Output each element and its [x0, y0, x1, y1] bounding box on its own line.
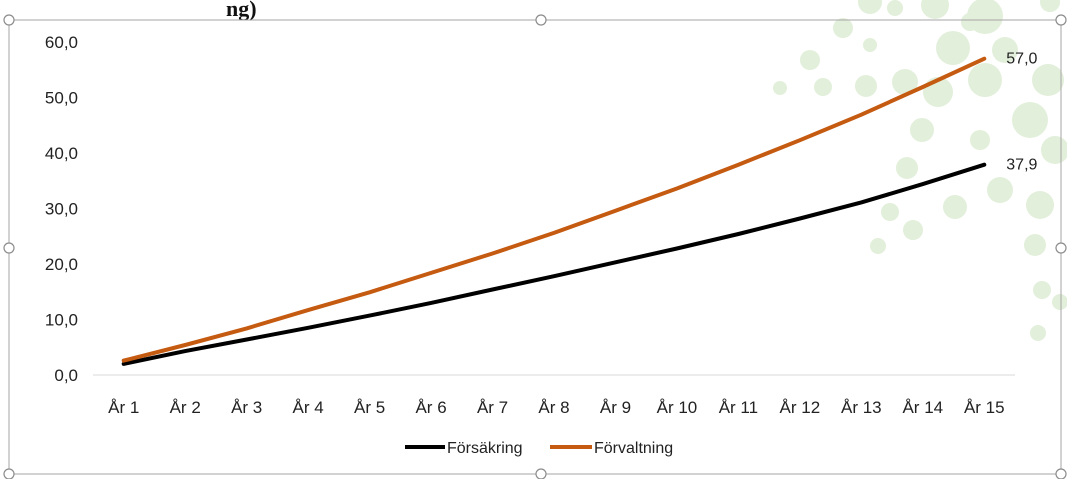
x-tick-label: År 3: [231, 398, 262, 417]
decor-dot: [992, 37, 1018, 63]
decor-dot: [1026, 191, 1054, 219]
decor-dot: [800, 50, 820, 70]
resize-handle[interactable]: [3, 242, 15, 254]
decor-dot: [910, 118, 934, 142]
x-tick-label: År 5: [354, 398, 385, 417]
x-tick-label: År 6: [415, 398, 446, 417]
decor-dot: [896, 157, 918, 179]
x-tick-label: År 4: [293, 398, 324, 417]
decorative-dots: [773, 0, 1067, 341]
y-tick-label: 0,0: [54, 366, 78, 385]
decor-dot: [1040, 0, 1060, 12]
y-tick-label: 10,0: [45, 311, 78, 330]
resize-handle[interactable]: [535, 14, 547, 26]
decor-dot: [814, 78, 832, 96]
decor-dot: [863, 38, 877, 52]
decor-dot: [1041, 136, 1067, 164]
chart-legend: Försäkring Förvaltning: [405, 440, 673, 457]
decor-dot: [987, 177, 1013, 203]
decor-dot: [773, 81, 787, 95]
x-tick-label: År 8: [538, 398, 569, 417]
x-tick-label: År 10: [657, 398, 698, 417]
decor-dot: [1012, 102, 1048, 138]
y-axis-ticks: 0,0 10,0 20,0 30,0 40,0 50,0 60,0: [45, 33, 78, 385]
x-tick-label: År 11: [719, 398, 758, 417]
x-tick-label: År 15: [964, 398, 1005, 417]
legend-label: Förvaltning: [594, 440, 673, 457]
x-tick-label: År 13: [841, 398, 882, 417]
decor-dot: [961, 13, 979, 31]
resize-handles[interactable]: [3, 14, 1067, 479]
y-tick-label: 20,0: [45, 255, 78, 274]
resize-handle[interactable]: [1055, 14, 1067, 26]
resize-handle[interactable]: [3, 14, 15, 26]
decor-dot: [936, 31, 970, 65]
resize-handle[interactable]: [1055, 242, 1067, 254]
decor-dot: [903, 220, 923, 240]
decor-dot: [887, 0, 903, 16]
decor-dot: [1052, 294, 1067, 310]
resize-handle[interactable]: [1055, 468, 1067, 479]
x-axis-ticks: År 1 År 2 År 3 År 4 År 5 År 6 År 7 År 8 År 9 År 1…: [108, 398, 1004, 417]
decor-dot: [970, 130, 990, 150]
resize-handle[interactable]: [3, 468, 15, 479]
legend-label: Försäkring: [447, 440, 523, 457]
decor-dot: [943, 195, 967, 219]
decor-dot: [881, 203, 899, 221]
x-tick-label: År 9: [600, 398, 631, 417]
y-tick-label: 60,0: [45, 33, 78, 52]
y-tick-label: 40,0: [45, 144, 78, 163]
y-tick-label: 30,0: [45, 200, 78, 219]
decor-dot: [858, 0, 882, 14]
decor-dot: [833, 18, 853, 38]
x-tick-label: År 14: [902, 398, 943, 417]
series-end-label: 57,0: [1006, 51, 1037, 68]
decor-dot: [1024, 234, 1046, 256]
series-lines: [121, 56, 987, 366]
series-end-label: 37,9: [1006, 157, 1037, 174]
y-tick-label: 50,0: [45, 89, 78, 108]
series-line-1: [121, 162, 987, 366]
x-tick-label: År 12: [780, 398, 821, 417]
x-tick-label: År 7: [477, 398, 508, 417]
decor-dot: [1033, 281, 1051, 299]
x-tick-label: År 1: [108, 398, 139, 417]
decor-dot: [968, 63, 1002, 97]
decor-dot: [855, 75, 877, 97]
decor-dot: [921, 0, 949, 19]
decor-dot: [892, 69, 918, 95]
series-line-2: [121, 56, 987, 363]
decor-dot: [870, 238, 886, 254]
chart-title-fragment: ng): [226, 0, 257, 21]
resize-handle[interactable]: [535, 468, 547, 479]
decor-dot: [1032, 64, 1064, 96]
decor-dot: [1030, 325, 1046, 341]
x-tick-label: År 2: [170, 398, 201, 417]
series-end-labels: 37,9 57,0: [1006, 51, 1037, 174]
